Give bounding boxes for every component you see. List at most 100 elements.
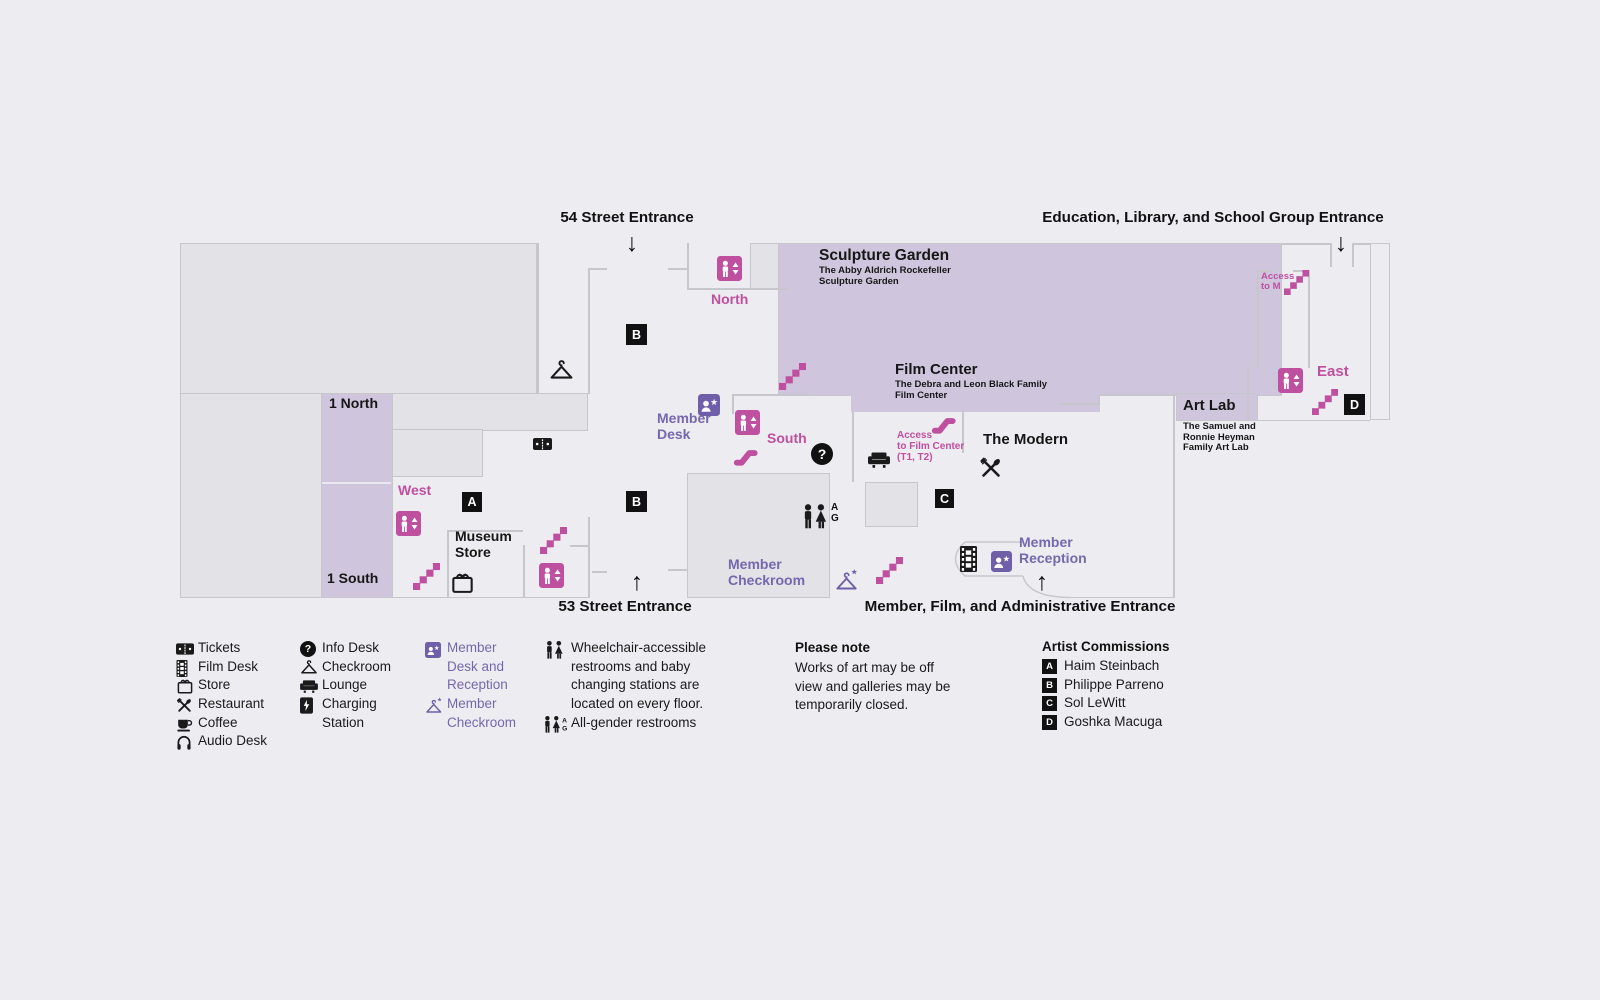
small-room-c [865, 482, 918, 527]
legend-label: Member Checkroom [447, 696, 517, 730]
member-desk-icon [991, 551, 1012, 572]
access-to-m-label: Access to M [1261, 272, 1294, 292]
legend-item: Store [176, 676, 230, 695]
wall [962, 410, 964, 453]
east-core-label: East [1317, 363, 1349, 380]
member-desk-icon [698, 394, 720, 416]
art-lab-sub1: The Samuel and [1183, 421, 1256, 432]
access-film-line2: to Film Center [897, 441, 965, 452]
wall [447, 530, 449, 598]
artist-name: Sol LeWitt [1064, 695, 1126, 710]
south-core-label: South [767, 430, 807, 446]
member-reception-line1: Member [1019, 534, 1073, 550]
legend-label: Coffee [198, 715, 238, 730]
commission-badge-c: C [935, 489, 954, 508]
legend-label: All-gender restrooms [571, 715, 697, 730]
commission-badge-d: D [1042, 715, 1057, 730]
wall [588, 517, 590, 598]
legend-label: Audio Desk [198, 733, 268, 748]
legend-item: Checkroom [300, 658, 391, 677]
restroom-letter-a: A [831, 502, 839, 513]
member-desk-line2: Desk [657, 426, 691, 442]
legend-label: Lounge [322, 677, 368, 692]
legend-item: Member Checkroom [425, 695, 535, 732]
artist-commission-item: C Sol LeWitt [1042, 694, 1126, 713]
sculpture-garden-area [778, 243, 1282, 396]
elevator-icon [717, 256, 742, 281]
commission-badge-a: A [462, 492, 482, 512]
artist-commission-item: D Goshka Macuga [1042, 713, 1162, 732]
entrance-education-label: Education, Library, and School Group Ent… [1042, 209, 1384, 226]
legend-label: Store [198, 677, 231, 692]
stairs-icon [876, 557, 903, 584]
stairs-icon [540, 527, 567, 554]
info-desk-icon: ? [300, 639, 322, 657]
film-center-title: Film Center [895, 361, 978, 378]
access-film-line1: Access [897, 430, 933, 441]
gallery-1-north-south [320, 392, 393, 598]
member-checkroom-line2: Checkroom [728, 572, 806, 588]
entrance-53-street-label: 53 Street Entrance [558, 598, 692, 615]
west-gallery-block [180, 243, 537, 394]
legend-item: A G All-gender restrooms [543, 714, 696, 733]
gallery-divider [322, 482, 391, 484]
center-block-small [392, 429, 483, 477]
wall [1070, 596, 1174, 598]
gallery-1-south-label: 1 South [327, 570, 379, 586]
wall [1293, 270, 1309, 272]
arrow-down-icon: ↓ [625, 229, 639, 257]
coffee-icon [176, 714, 198, 732]
commission-badge-d: D [1344, 394, 1365, 415]
stairs-icon [779, 363, 806, 390]
film-desk-icon [176, 658, 198, 677]
wall [588, 268, 590, 394]
access-film-line3: (T1, T2) [897, 452, 933, 463]
film-center-sub2: Film Center [895, 389, 948, 401]
legend-item: Coffee [176, 714, 238, 733]
tickets-icon [533, 437, 552, 451]
member-checkroom-icon [836, 568, 858, 590]
legend-label: Charging Station [322, 696, 377, 730]
legend-item: Member Desk and Reception [425, 639, 527, 695]
member-checkroom-room [687, 473, 830, 598]
member-checkroom-line1: Member [728, 556, 782, 572]
film-center-subtitle: The Debra and Leon Black Family Film Cen… [895, 379, 1048, 401]
legend-label: Film Desk [198, 659, 258, 674]
wall [687, 243, 689, 290]
film-center-sub1: The Debra and Leon Black Family [895, 379, 1048, 390]
artist-commission-item: B Philippe Parreno [1042, 676, 1164, 695]
commission-badge-b: B [626, 324, 647, 345]
info-desk-badge: ? [811, 443, 833, 465]
legend: Tickets Film Desk Store Restaurant Coffe… [0, 630, 1600, 760]
sculpture-garden-sub1: The Abby Aldrich Rockefeller [819, 265, 951, 276]
entrance-54-street-label: 54 Street Entrance [560, 209, 694, 226]
checkroom-icon [549, 360, 574, 382]
wall [1098, 394, 1175, 396]
question-mark-icon: ? [817, 446, 827, 462]
legend-item: Lounge [300, 676, 367, 695]
commission-badge-c: C [1042, 696, 1057, 711]
art-lab-subtitle: The Samuel and Ronnie Heyman Family Art … [1183, 421, 1256, 454]
museum-store-line1: Museum [455, 528, 512, 544]
artist-name: Goshka Macuga [1064, 714, 1163, 729]
art-lab-title: Art Lab [1183, 397, 1236, 414]
sculpture-garden-title: Sculpture Garden [819, 247, 950, 264]
elevator-icon [1278, 368, 1303, 393]
wall [1352, 243, 1354, 267]
svg-text:A: A [562, 718, 567, 725]
arrow-up-icon: ↑ [630, 568, 644, 596]
commission-badge-a: A [1042, 659, 1057, 674]
wall [537, 243, 539, 394]
access-m-line2: to M [1261, 281, 1281, 292]
stairs-icon [413, 563, 440, 590]
wall [1330, 243, 1332, 267]
legend-item: Tickets [176, 639, 240, 658]
restroom-letter-g: G [831, 513, 839, 524]
lounge-icon [868, 452, 890, 468]
gallery-1-north-label: 1 North [329, 395, 378, 411]
legend-label: Wheelchair-accessible restrooms and baby… [571, 640, 707, 712]
legend-label: Restaurant [198, 696, 265, 711]
elevator-icon [539, 563, 564, 588]
